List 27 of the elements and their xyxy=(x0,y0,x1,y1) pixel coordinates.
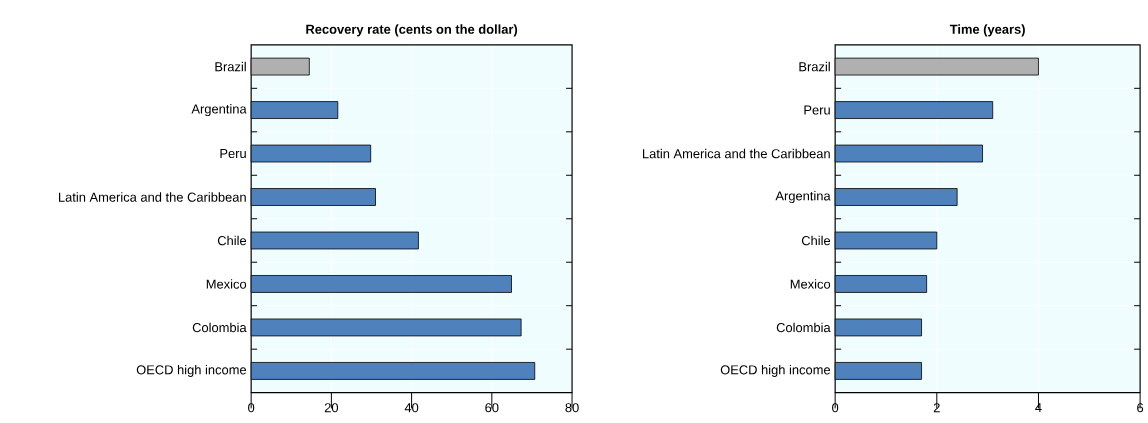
y-tick-label: Latin America and the Caribbean xyxy=(643,149,830,159)
x-tick-label: 6 xyxy=(1137,403,1144,413)
x-tick-label: 0 xyxy=(248,403,255,413)
x-tick-label: 2 xyxy=(933,403,940,413)
y-tick-label: Peru xyxy=(804,105,830,115)
y-tick-label: Argentina xyxy=(775,191,831,204)
x-tick-label: 20 xyxy=(324,403,339,413)
x-tick-label: 60 xyxy=(485,403,499,413)
y-tick-label: Latin America and the Caribbean xyxy=(59,192,246,202)
y-tick-label: Mexico xyxy=(790,279,831,289)
y-tick-label: OECD high income xyxy=(720,365,831,378)
x-tick-label: 4 xyxy=(1035,403,1042,413)
x-tick-label: 40 xyxy=(404,403,419,413)
chart-title: Time (years) xyxy=(949,24,1025,37)
y-tick-label: Colombia xyxy=(192,322,247,333)
y-tick-label: Peru xyxy=(220,149,246,159)
y-tick-label: Brazil xyxy=(215,62,246,72)
y-tick-label: Brazil xyxy=(799,62,830,72)
y-tick-label: Argentina xyxy=(191,104,247,117)
x-tick-label: 0 xyxy=(832,403,839,413)
y-tick-label: Chile xyxy=(801,235,831,246)
chart-title: Recovery rate (cents on the dollar) xyxy=(306,24,518,37)
y-tick-label: OECD high income xyxy=(136,365,247,378)
y-tick-label: Colombia xyxy=(776,322,831,333)
y-tick-label: Chile xyxy=(217,235,247,246)
x-tick-label: 80 xyxy=(565,403,579,413)
y-tick-label: Mexico xyxy=(206,279,247,289)
